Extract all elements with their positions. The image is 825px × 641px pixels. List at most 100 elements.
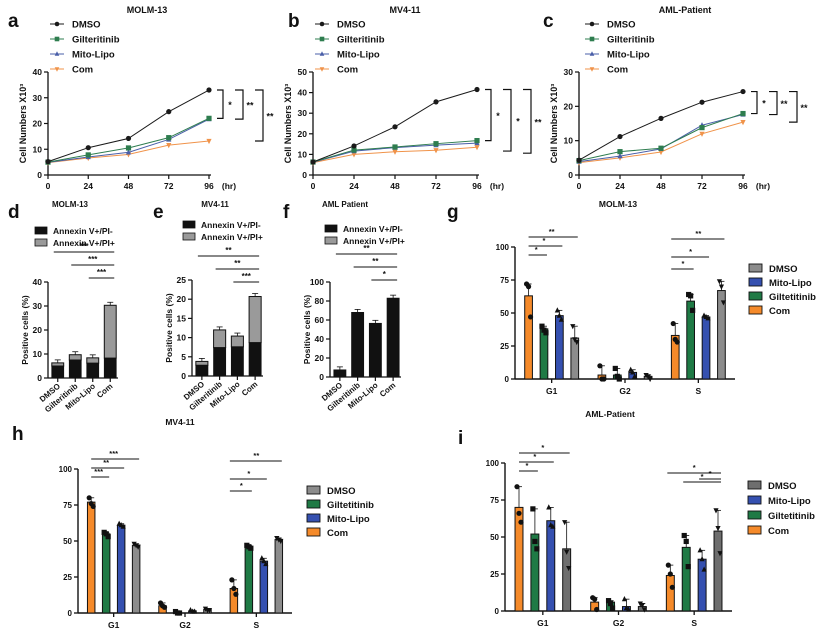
bar-annexin-neg	[51, 365, 65, 379]
data-point	[594, 606, 600, 613]
x-tick-label: 72	[431, 181, 441, 191]
data-point	[632, 373, 638, 379]
x-tick-label: 48	[390, 181, 400, 191]
legend-swatch	[324, 236, 338, 245]
data-point	[534, 546, 540, 552]
y-tick-label: 75	[63, 501, 72, 510]
x-tick-label: G2	[179, 620, 191, 630]
x-tick-label: S	[695, 386, 701, 396]
x-tick-label: Com	[378, 381, 397, 399]
bar-annexin-neg	[368, 322, 382, 378]
legend-label: DMSO	[72, 20, 101, 31]
legend-swatch	[182, 220, 196, 229]
bar-annexin-pos	[51, 362, 65, 367]
data-point	[566, 565, 572, 572]
chart-title: MV4-11	[389, 5, 420, 15]
legend-marker	[319, 67, 325, 72]
x-tick-label: 48	[656, 181, 666, 191]
data-point	[716, 279, 723, 285]
x-axis-label: (hr)	[756, 181, 770, 191]
chart-g: g MOLM-13 DMSO Mito-Lipo Giltetitinib Com 0 25 5…	[447, 199, 816, 396]
data-point	[433, 141, 439, 147]
data-point	[683, 538, 689, 545]
y-tick-label: 15	[177, 313, 187, 323]
bar-annexin-neg	[386, 297, 400, 378]
data-point	[574, 339, 580, 346]
data-point	[86, 495, 92, 501]
significance-label: *	[228, 100, 232, 110]
significance-label: *	[541, 443, 544, 452]
legend-label: Annexin V+/PI+	[201, 232, 263, 242]
bar-giltetitinib	[539, 328, 549, 380]
legend-marker	[54, 21, 60, 27]
legend-marker	[54, 36, 60, 42]
data-point	[527, 314, 534, 320]
x-tick-label: 0	[577, 181, 582, 191]
data-point	[474, 86, 480, 93]
y-tick-label: 20	[33, 119, 43, 129]
legend-swatch	[747, 495, 762, 505]
panel-label: i	[458, 428, 463, 449]
data-point	[125, 145, 132, 151]
data-point	[669, 584, 675, 590]
legend-label: Annexin V+/PI+	[343, 236, 405, 246]
data-point	[233, 591, 239, 597]
significance-label: *	[525, 461, 528, 470]
data-point	[628, 366, 634, 372]
significance-label: *	[535, 245, 538, 254]
legend-swatch	[747, 480, 762, 490]
panel-label: b	[288, 11, 300, 32]
y-tick-label: 5	[181, 352, 186, 362]
data-point	[433, 148, 439, 154]
y-tick-label: 0	[319, 372, 324, 382]
legend-label: Mito-Lipo	[327, 514, 370, 525]
significance-label: **	[534, 117, 542, 127]
data-point	[539, 323, 545, 329]
x-tick-label: 24	[84, 181, 94, 191]
y-tick-label: 80	[315, 296, 325, 306]
significance-label: *	[681, 259, 684, 268]
panel-label: e	[153, 202, 164, 223]
data-point	[592, 596, 598, 602]
series-line-com	[578, 121, 744, 164]
y-tick-label: 0	[495, 607, 500, 616]
chart-b: b MV4-11 DMSO Gilteritinib Mito-Lipo Com 0 10 20…	[283, 5, 542, 191]
significance-label: *	[247, 469, 250, 478]
x-tick-label: S	[691, 618, 697, 628]
data-point	[701, 566, 707, 572]
data-point	[351, 143, 357, 149]
y-tick-label: 75	[500, 276, 509, 285]
significance-label: **	[372, 257, 379, 266]
data-point	[720, 300, 727, 306]
y-tick-label: 75	[490, 496, 499, 505]
bar-dmso	[274, 539, 284, 614]
bar-annexin-neg	[68, 359, 82, 379]
y-tick-label: 0	[568, 170, 573, 180]
data-point	[191, 608, 198, 614]
x-axis-label: (hr)	[222, 181, 236, 191]
x-tick-label: 72	[164, 181, 174, 191]
chart-title: AML Patient	[322, 200, 368, 209]
bar-annexin-neg	[351, 311, 365, 378]
significance-label: *	[689, 247, 692, 256]
significance-bracket	[503, 88, 512, 152]
data-point	[231, 585, 237, 592]
legend-label: Annexin V+/PI-	[343, 224, 403, 234]
legend-label: Com	[337, 65, 358, 76]
data-point	[474, 137, 480, 144]
significance-label: ***	[97, 268, 107, 277]
x-axis-label: (hr)	[490, 181, 504, 191]
chart-h: h MV4-11 DMSO Giltetitinib Mito-Lipo Com 0 25 50…	[12, 417, 374, 630]
y-tick-label: 50	[298, 67, 308, 77]
significance-label: **	[266, 112, 274, 122]
data-point	[554, 307, 560, 313]
data-point	[614, 373, 620, 379]
data-point	[229, 577, 235, 583]
significance-bracket	[485, 88, 492, 142]
y-tick-label: 0	[37, 170, 42, 180]
data-point	[570, 324, 576, 330]
x-tick-label: 72	[697, 181, 707, 191]
x-tick-label: 24	[349, 181, 359, 191]
data-point	[740, 110, 746, 117]
y-tick-label: 10	[177, 333, 187, 343]
